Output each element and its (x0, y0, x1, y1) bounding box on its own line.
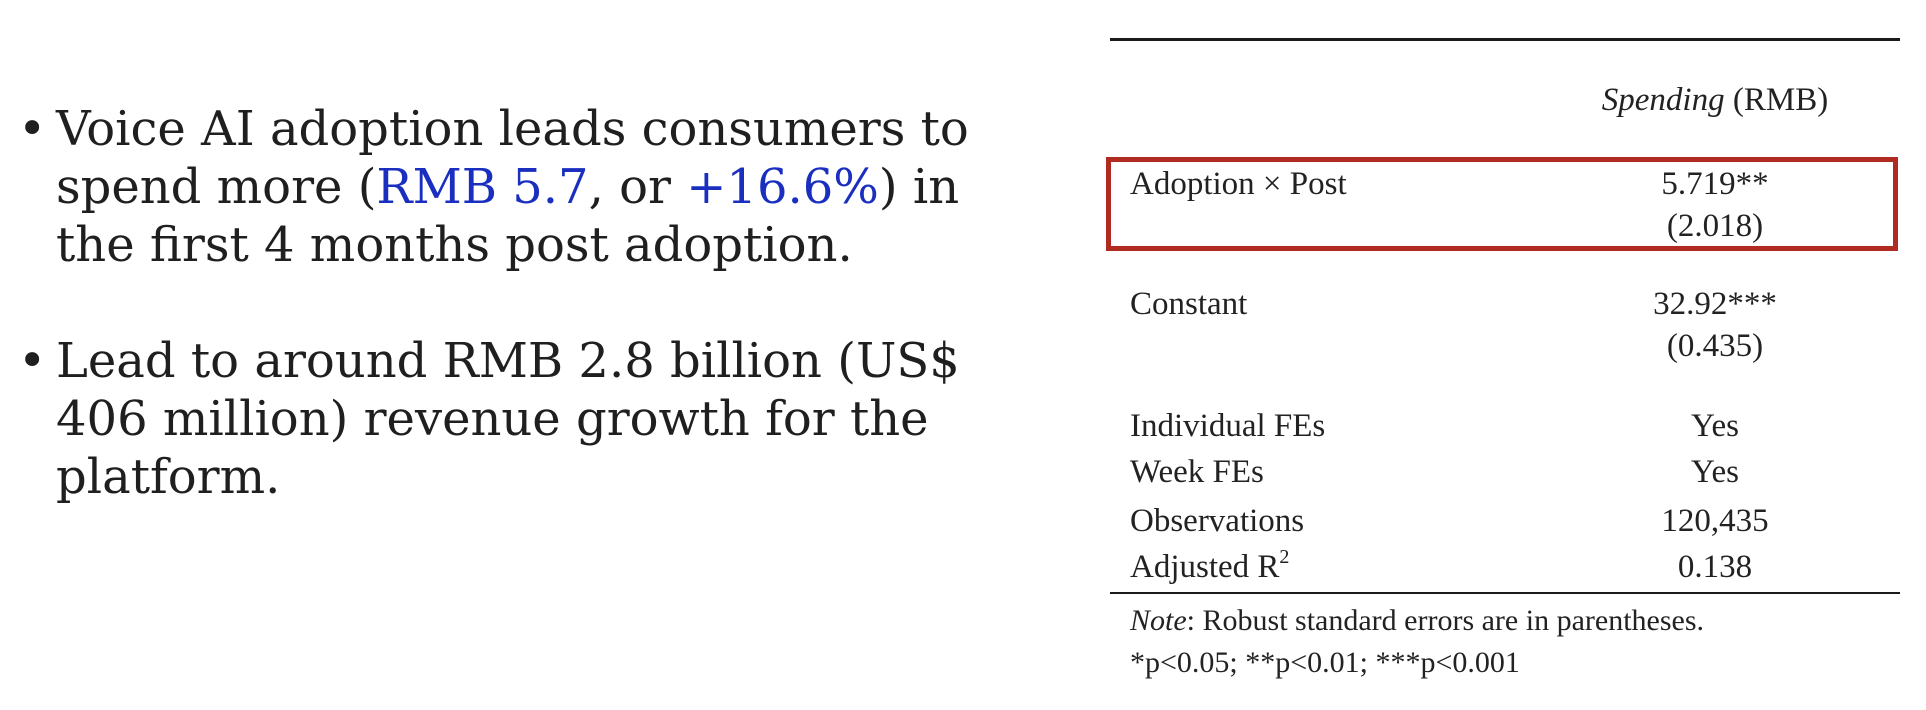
bullet-list: Voice AI adoption leads consumers to spe… (12, 100, 972, 564)
note-line: Note: Robust standard errors are in pare… (1130, 600, 1890, 642)
highlight-box (1106, 157, 1898, 251)
row-value: 0.138 (1677, 549, 1753, 585)
row-coefficient: 32.92*** (1653, 286, 1777, 322)
bullet-text: Voice AI adoption leads consumers to spe… (56, 101, 969, 215)
bullet-text: ) in the first 4 months post adoption. (56, 159, 960, 273)
row-label: Adoption × Post (1130, 166, 1347, 202)
regression-table: Spending (RMB) Adoption × Post 5.719** (… (1106, 0, 1910, 710)
table-row-adoption-post-se: (2.018) (1130, 206, 1890, 246)
superscript: 2 (1279, 546, 1290, 568)
note-label: Note (1130, 604, 1187, 637)
table-row-week-fes: Week FEs Yes (1130, 452, 1890, 492)
table-row-adjusted-r2: Adjusted R2 0.138 (1130, 547, 1890, 587)
note-text: : Robust standard errors are in parenthe… (1186, 604, 1705, 637)
row-standard-error: (0.435) (1666, 328, 1764, 364)
table-top-rule (1110, 38, 1900, 41)
table-row-constant-se: (0.435) (1130, 326, 1890, 366)
row-value: 120,435 (1661, 503, 1769, 539)
row-label-text: Adjusted R (1130, 549, 1280, 585)
bullet-text: , or (588, 159, 687, 215)
bullet-item-revenue: Lead to around RMB 2.8 billion (US$ 406 … (12, 332, 972, 506)
table-bottom-rule (1110, 592, 1900, 594)
row-label: Week FEs (1130, 454, 1264, 490)
column-header: Spending (RMB) (1550, 82, 1880, 119)
dependent-variable: Spending (1601, 82, 1725, 118)
table-note: Note: Robust standard errors are in pare… (1130, 600, 1890, 684)
row-coefficient: 5.719** (1661, 166, 1769, 202)
bullet-text: Lead to around RMB 2.8 billion (US$ 406 … (56, 333, 960, 505)
row-value: Yes (1690, 408, 1740, 444)
row-label: Individual FEs (1130, 408, 1326, 444)
dependent-variable-unit: (RMB) (1732, 82, 1829, 118)
table-row-individual-fes: Individual FEs Yes (1130, 406, 1890, 446)
highlight-rmb: RMB 5.7 (376, 159, 589, 215)
table-row-observations: Observations 120,435 (1130, 501, 1890, 541)
table-row-adoption-post: Adoption × Post 5.719** (1130, 164, 1890, 204)
row-label: Adjusted R2 (1130, 547, 1289, 587)
row-label: Observations (1130, 503, 1305, 539)
row-label: Constant (1130, 286, 1248, 322)
row-value: Yes (1690, 454, 1740, 490)
significance-legend: *p<0.05; **p<0.01; ***p<0.001 (1130, 646, 1520, 679)
table-row-constant: Constant 32.92*** (1130, 284, 1890, 324)
bullet-item-spending: Voice AI adoption leads consumers to spe… (12, 100, 972, 274)
highlight-percent: +16.6% (686, 159, 879, 215)
row-standard-error: (2.018) (1666, 208, 1764, 244)
